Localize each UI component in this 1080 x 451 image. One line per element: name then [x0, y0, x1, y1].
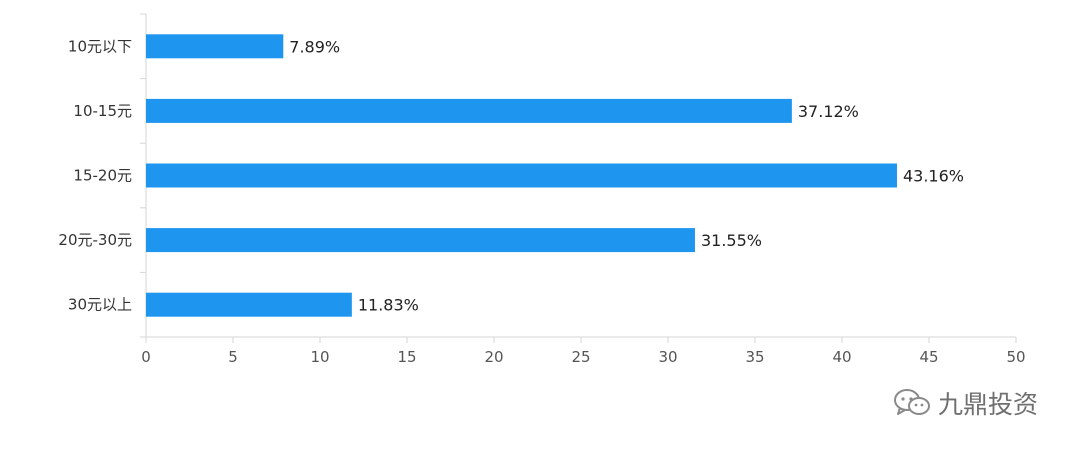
x-tick-label: 25 [571, 348, 590, 366]
value-label: 11.83% [358, 296, 419, 315]
wechat-icon [894, 389, 930, 415]
bar [146, 228, 695, 253]
x-tick-label: 0 [141, 348, 151, 366]
x-tick-label: 10 [310, 348, 329, 366]
x-tick-label: 30 [658, 348, 677, 366]
x-tick-label: 15 [397, 348, 416, 366]
watermark-text: 九鼎投资 [938, 390, 1039, 419]
category-label: 30元以上 [68, 296, 132, 314]
value-label: 43.16% [903, 167, 964, 186]
category-label: 10-15元 [73, 102, 132, 120]
category-label: 15-20元 [73, 167, 132, 185]
category-label: 10元以下 [68, 37, 132, 55]
bar [146, 292, 352, 317]
bar [146, 163, 897, 188]
x-tick-label: 5 [228, 348, 238, 366]
value-label: 7.89% [289, 37, 340, 56]
bar [146, 34, 284, 59]
x-tick-label: 45 [919, 348, 938, 366]
x-tick-label: 40 [832, 348, 851, 366]
x-tick-label: 20 [484, 348, 503, 366]
x-tick-label: 35 [745, 348, 764, 366]
watermark: 九鼎投资 [892, 385, 1038, 421]
category-label: 20元-30元 [58, 231, 132, 249]
bar [146, 98, 792, 123]
value-label: 37.12% [798, 102, 859, 121]
x-tick-label: 50 [1006, 348, 1025, 366]
value-label: 31.55% [701, 231, 762, 250]
